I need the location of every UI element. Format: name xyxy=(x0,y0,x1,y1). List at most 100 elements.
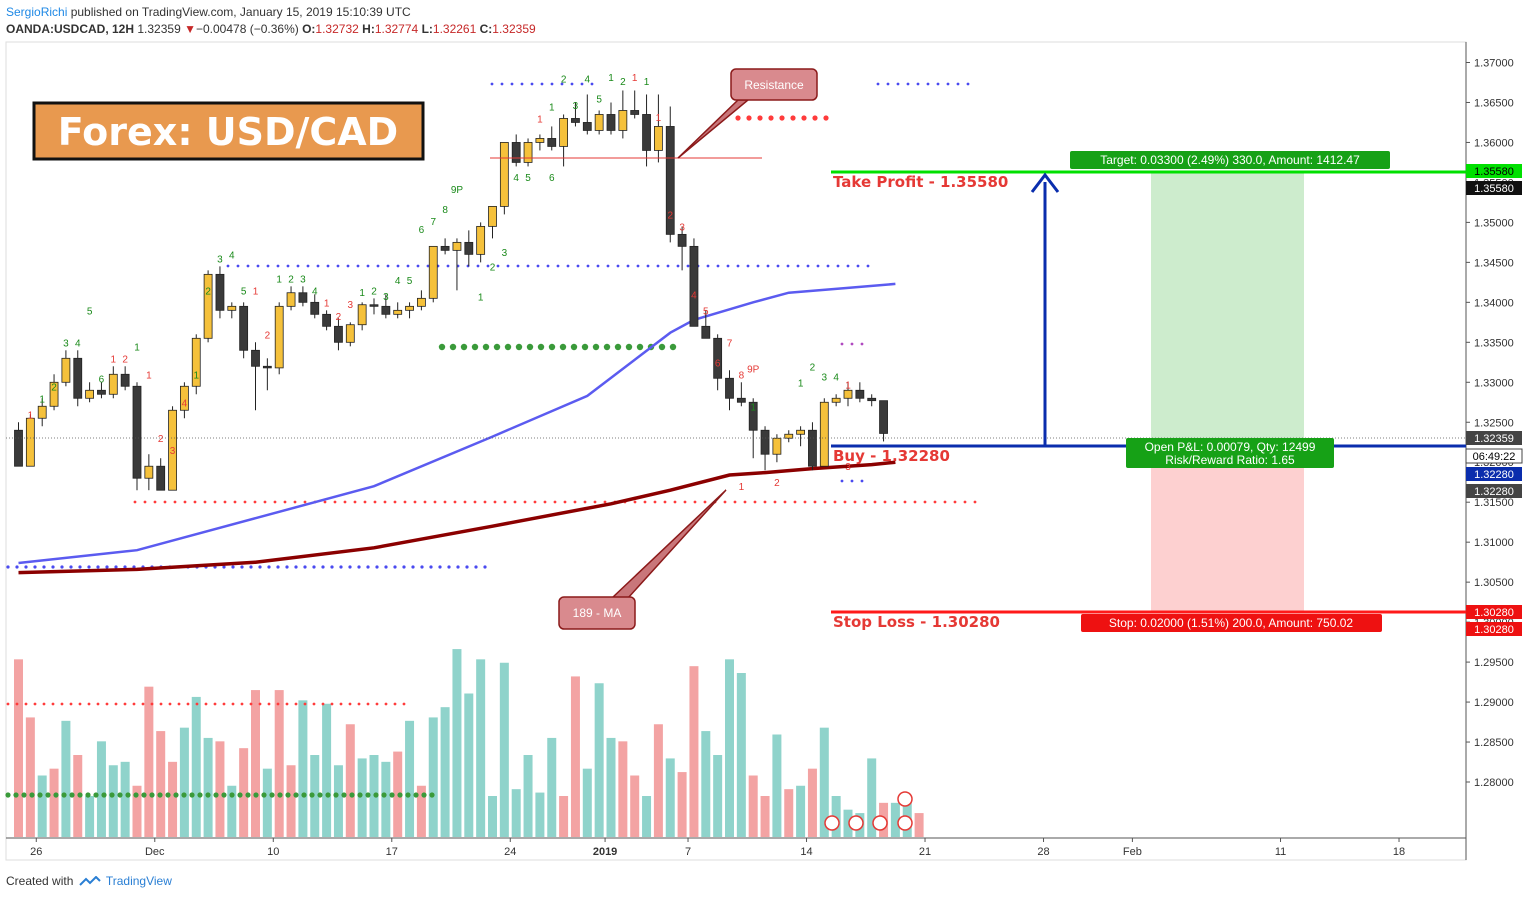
candle-down xyxy=(689,245,699,327)
last-price-badge-text: 1.32359 xyxy=(1474,433,1514,445)
volume-bar xyxy=(262,768,272,837)
level-dot xyxy=(411,565,415,569)
profit-zone xyxy=(1151,172,1304,446)
candle-down xyxy=(571,118,580,123)
support-dot xyxy=(573,500,577,504)
level-dot xyxy=(258,565,262,569)
volume-bar xyxy=(582,768,592,837)
tradingview-link[interactable]: TradingView xyxy=(105,874,172,888)
level-dot xyxy=(536,264,540,268)
candle-up xyxy=(144,465,154,479)
support-dot xyxy=(493,500,497,504)
level-dot xyxy=(786,264,790,268)
price-axis[interactable]: 1.370001.365001.360001.355001.350001.345… xyxy=(1466,57,1514,789)
sequence-count: 1 xyxy=(478,293,484,304)
level-dot xyxy=(266,264,270,268)
level-dot xyxy=(406,264,410,268)
volume-dot xyxy=(249,702,253,706)
support-dot xyxy=(563,500,567,504)
author-link[interactable]: SergioRichi xyxy=(6,5,68,19)
sequence-count: 1 xyxy=(111,354,117,365)
volume-dot xyxy=(294,702,298,706)
take-profit-label: Take Profit - 1.35580 xyxy=(833,173,1008,191)
volume-dot xyxy=(197,792,203,798)
sequence-count: 4 xyxy=(182,398,188,409)
volume-bar xyxy=(748,775,758,837)
level-dot xyxy=(836,264,840,268)
support-dot xyxy=(263,500,267,504)
open-value: 1.32732 xyxy=(315,22,359,36)
time-axis[interactable]: 26 Dec 10 17 24 2019 7 14 21 28 Feb 11 18 xyxy=(30,838,1405,858)
tp-badge-2 xyxy=(1466,181,1522,195)
resistance-dot xyxy=(823,115,829,121)
support-dot xyxy=(353,500,357,504)
us-flag-icon[interactable] xyxy=(872,815,888,831)
volume-dot xyxy=(105,702,109,706)
event-flags[interactable] xyxy=(824,791,913,831)
us-flag-icon[interactable] xyxy=(897,815,913,831)
price-chart[interactable]: 1.370001.365001.360001.355001.350001.345… xyxy=(0,0,1530,870)
resistance-callout-text: Resistance xyxy=(744,78,804,92)
sequence-count: 2 xyxy=(667,210,673,221)
level-dot xyxy=(686,264,690,268)
volume-dot xyxy=(24,702,28,706)
level-dot xyxy=(429,565,433,569)
candle-up xyxy=(108,373,118,395)
level-dot xyxy=(616,264,620,268)
symbol-label[interactable]: OANDA:USDCAD, 12H xyxy=(6,22,135,36)
resistance-dot xyxy=(530,82,534,86)
volume-dot xyxy=(237,792,243,798)
level-dot xyxy=(447,565,451,569)
change-value: −0.00478 (−0.36%) xyxy=(195,22,299,36)
support-dot xyxy=(283,500,287,504)
volume-bar xyxy=(227,785,237,837)
volume-bar xyxy=(867,758,877,837)
volume-bar xyxy=(559,796,569,837)
volume-dot xyxy=(177,702,181,706)
volume-bar xyxy=(843,809,853,837)
sequence-count: 4 xyxy=(513,173,519,184)
sequence-count: 1 xyxy=(845,381,851,392)
price-tick-label: 1.34000 xyxy=(1474,297,1514,309)
support-dot xyxy=(533,500,537,504)
level-dot xyxy=(483,565,487,569)
level-dot xyxy=(240,565,244,569)
level-dot xyxy=(123,565,127,569)
ca-flag-icon[interactable] xyxy=(897,791,913,807)
resistance-dot xyxy=(966,82,970,86)
support-dot xyxy=(843,500,847,504)
volume-dot xyxy=(357,792,363,798)
us-flag-icon[interactable] xyxy=(824,815,840,831)
support-dot xyxy=(592,343,600,351)
volume-bar xyxy=(286,765,296,837)
level-dot xyxy=(96,565,100,569)
support-dot xyxy=(403,500,407,504)
volume-bar xyxy=(144,686,154,837)
low-label: L: xyxy=(421,22,433,36)
volume-bar xyxy=(535,792,545,837)
sequence-count: 8 xyxy=(442,205,448,216)
level-dot xyxy=(826,264,830,268)
volume-dot xyxy=(339,702,343,706)
dotted-levels xyxy=(5,82,977,798)
sequence-count: 3 xyxy=(679,222,685,233)
sequence-count: 2 xyxy=(288,274,294,285)
level-dot xyxy=(416,264,420,268)
publish-text: published on TradingView.com, January 15… xyxy=(70,5,411,19)
candle-down xyxy=(748,401,758,431)
level-dot xyxy=(796,264,800,268)
us-flag-icon[interactable] xyxy=(848,815,864,831)
volume-dot xyxy=(348,702,352,706)
blue-ma-line xyxy=(18,282,896,565)
down-arrow-icon: ▼ xyxy=(184,22,196,36)
level-dot xyxy=(556,264,560,268)
candle-down xyxy=(808,429,817,467)
volume-bar xyxy=(416,785,426,837)
support-dot xyxy=(853,500,857,504)
level-dot xyxy=(236,264,240,268)
level-dot xyxy=(446,264,450,268)
resistance-dot xyxy=(790,115,796,121)
volume-bar xyxy=(179,727,189,837)
candle-down xyxy=(701,325,711,339)
support-dot xyxy=(163,500,167,504)
